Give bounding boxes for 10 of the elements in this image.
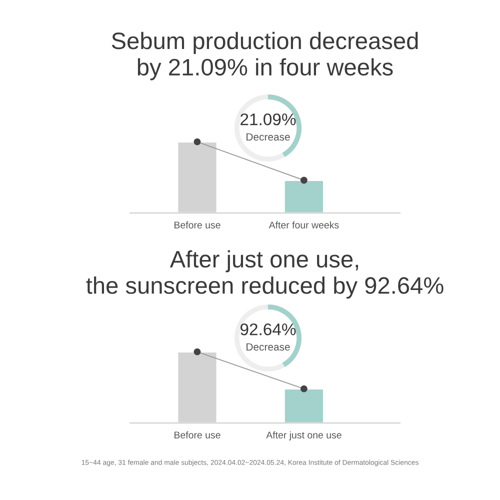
text: 21.09% (240, 113, 296, 126)
text: Decrease (246, 343, 290, 351)
x-tick-label: Before use (174, 221, 220, 228)
chart-title: After just one use, the sunscreen reduced by 92.64% (86, 250, 444, 299)
text: Decrease (246, 133, 290, 141)
chart-title: Sebum production decreased by 21.09% in four weeks (112, 32, 418, 80)
x-tick-label: Before use (174, 431, 220, 438)
x-tick-label: After just one use (266, 431, 342, 440)
x-tick-label: After four weeks (268, 221, 339, 228)
text: 92.64% (240, 323, 296, 336)
